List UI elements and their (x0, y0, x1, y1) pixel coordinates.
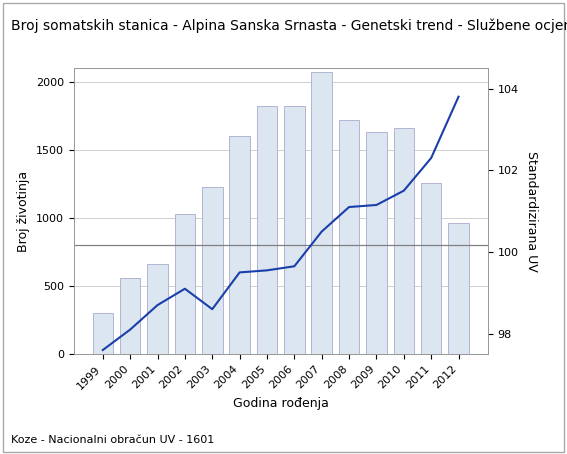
Bar (421, 183, 442, 354)
Bar (448, 223, 469, 354)
Bar (202, 187, 222, 354)
Bar (311, 72, 332, 354)
Text: Koze - Nacionalni obračun UV - 1601: Koze - Nacionalni obračun UV - 1601 (11, 435, 214, 445)
Bar (366, 132, 387, 354)
Bar (339, 120, 359, 354)
Bar (284, 106, 304, 354)
Bar (92, 312, 113, 354)
Bar (120, 278, 141, 354)
Y-axis label: Standardizirana UV: Standardizirana UV (525, 151, 538, 271)
Bar (393, 128, 414, 354)
Bar (175, 214, 195, 354)
X-axis label: Godina rođenja: Godina rođenja (232, 396, 329, 410)
Bar (257, 106, 277, 354)
Bar (147, 263, 168, 354)
Text: Broj somatskih stanica - Alpina Sanska Srnasta - Genetski trend - Službene ocjen: Broj somatskih stanica - Alpina Sanska S… (11, 18, 567, 33)
Bar (230, 136, 250, 354)
Y-axis label: Broj životinja: Broj životinja (18, 171, 30, 252)
